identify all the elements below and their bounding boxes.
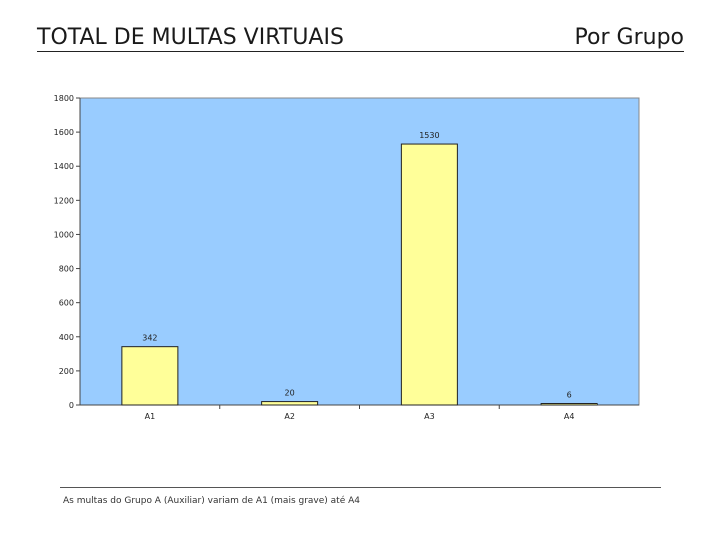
y-tick-label: 400 <box>59 333 74 342</box>
footnote: As multas do Grupo A (Auxiliar) variam d… <box>63 496 360 506</box>
x-tick-label: A4 <box>564 412 575 421</box>
data-label: 6 <box>567 391 572 400</box>
x-tick-label: A2 <box>284 412 295 421</box>
title-underline <box>37 51 684 52</box>
bar <box>261 401 319 406</box>
y-tick-label: 0 <box>69 401 74 410</box>
data-label: 1530 <box>419 131 439 140</box>
page-title: TOTAL DE MULTAS VIRTUAIS <box>37 25 344 50</box>
y-tick-label: 1000 <box>54 230 74 239</box>
y-tick-label: 1800 <box>54 94 74 103</box>
footer-divider <box>60 487 661 488</box>
x-tick-label: A1 <box>145 412 156 421</box>
bar <box>540 403 598 406</box>
data-label: 20 <box>285 389 295 398</box>
y-tick-label: 800 <box>59 265 74 274</box>
y-tick-label: 1600 <box>54 128 74 137</box>
y-tick-label: 600 <box>59 299 74 308</box>
bar <box>121 346 179 406</box>
bar <box>400 143 458 406</box>
x-tick-label: A3 <box>424 412 435 421</box>
y-tick-label: 1400 <box>54 162 74 171</box>
page-subtitle: Por Grupo <box>574 25 684 50</box>
y-tick-label: 200 <box>59 367 74 376</box>
data-label: 342 <box>142 334 157 343</box>
y-tick-label: 1200 <box>54 196 74 205</box>
